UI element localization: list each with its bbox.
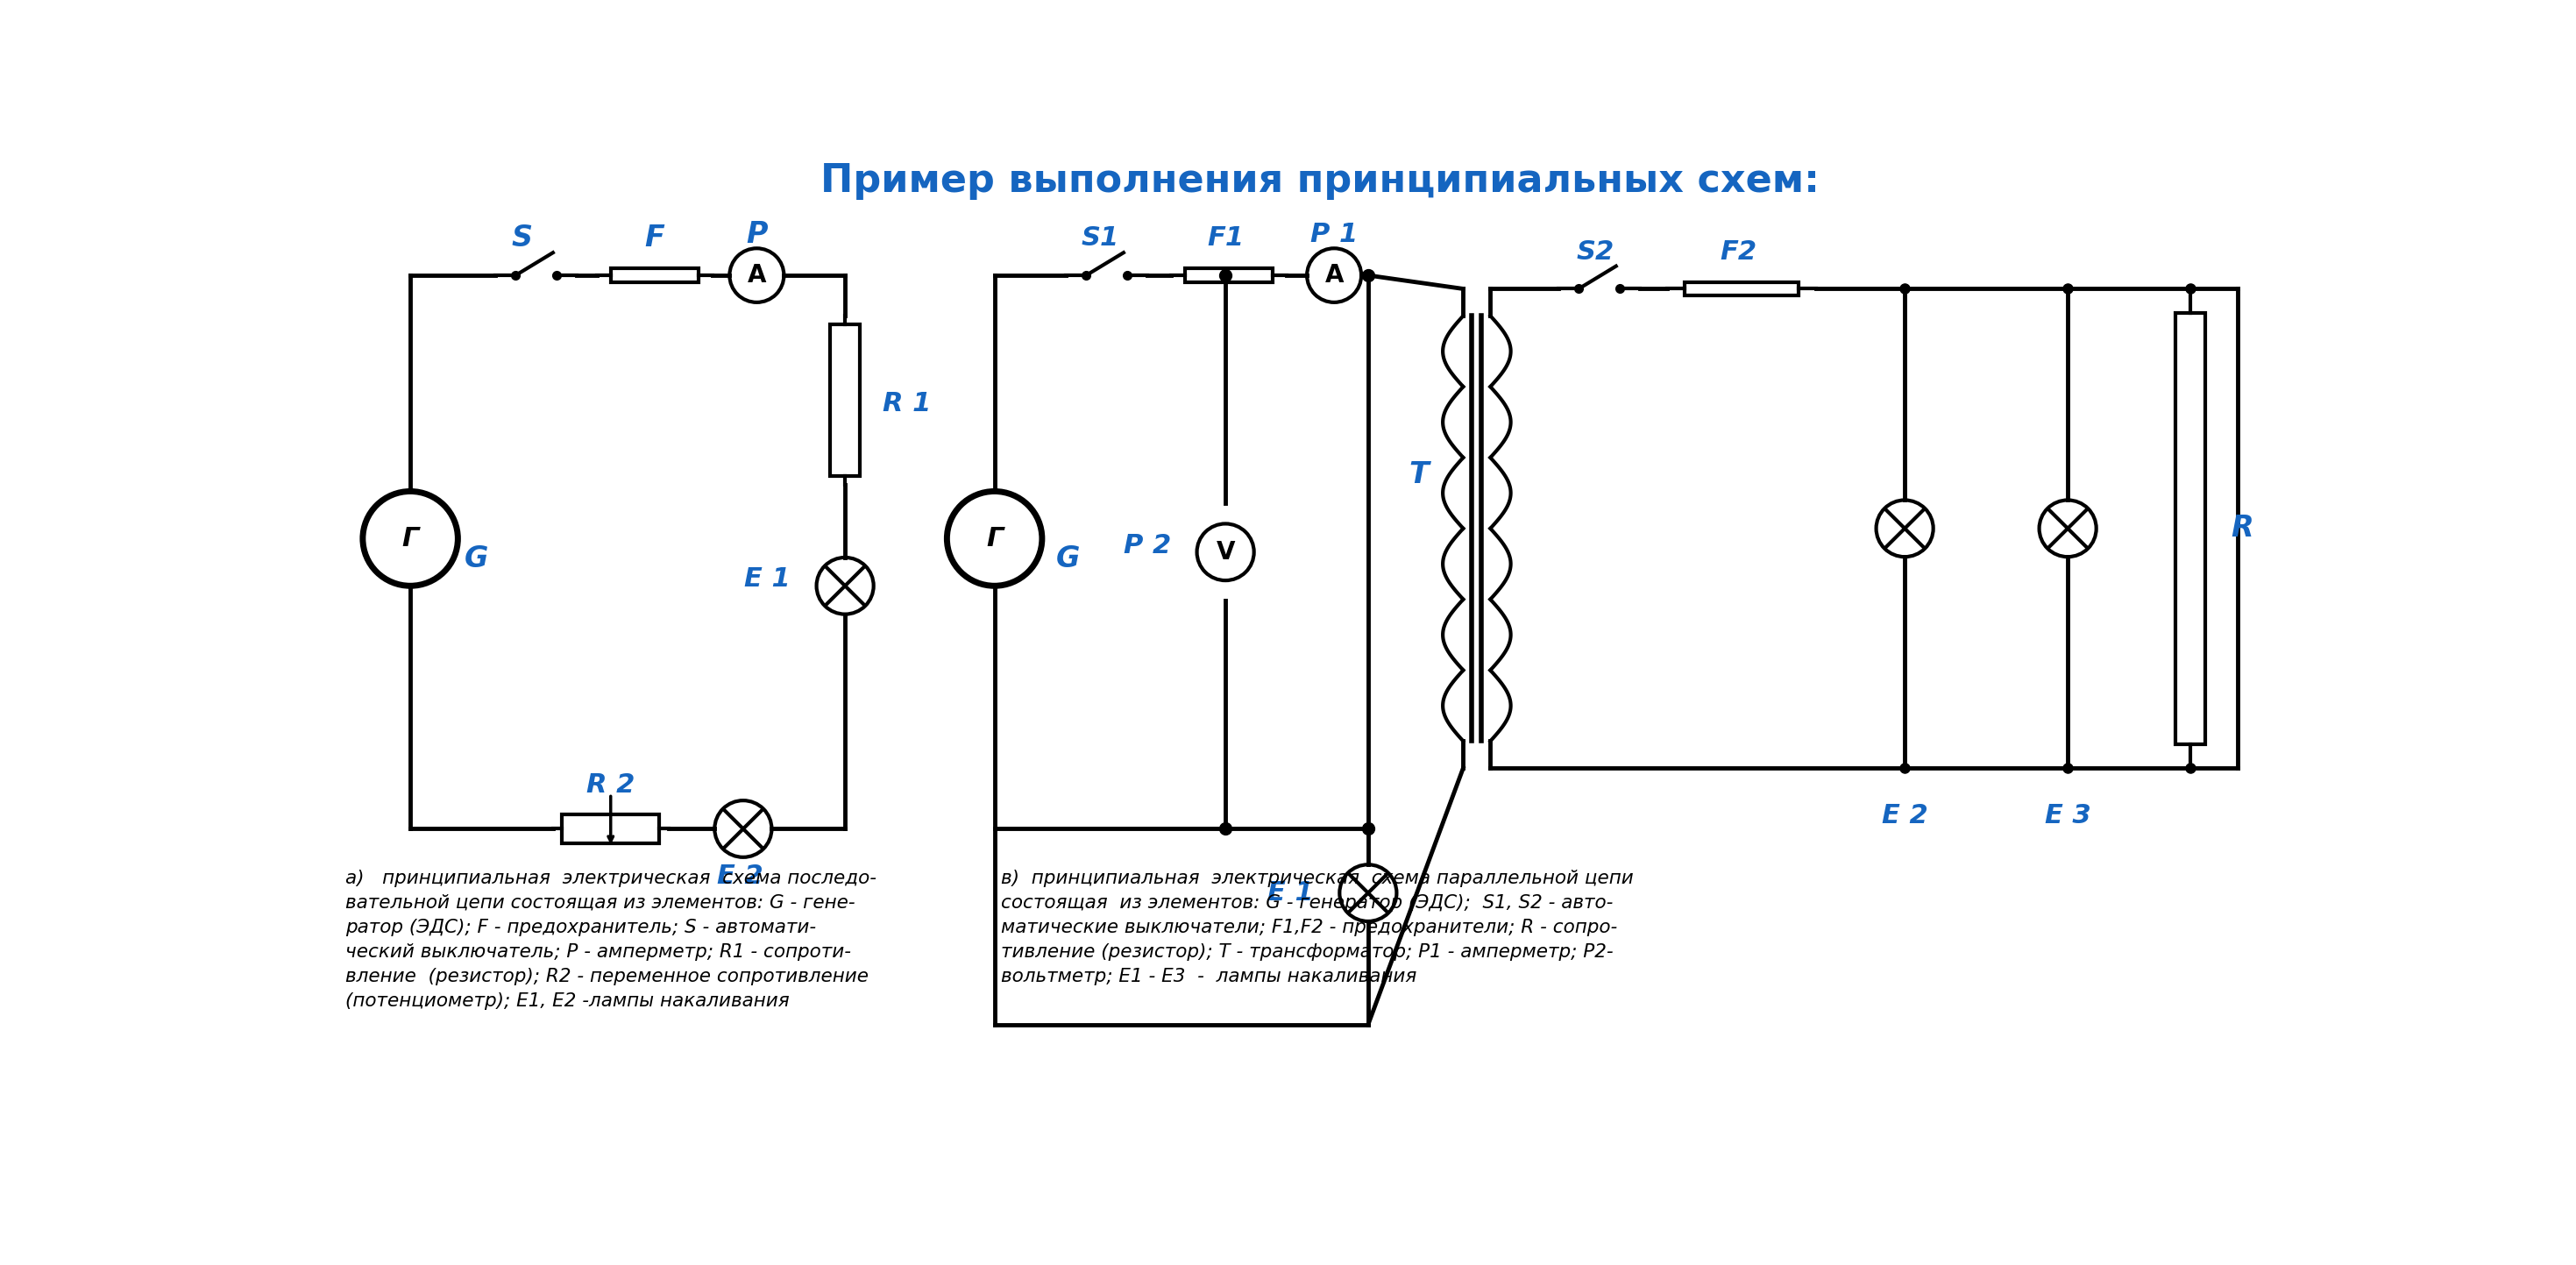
Text: а)   принципиальная  электрическая  схема последо-
вательной цепи состоящая из э: а) принципиальная электрическая схема по… bbox=[345, 869, 876, 1009]
Text: S: S bbox=[513, 224, 533, 253]
Text: G: G bbox=[464, 544, 489, 573]
Bar bbox=[562, 813, 659, 844]
Text: P: P bbox=[747, 220, 768, 249]
Text: A: A bbox=[747, 263, 765, 287]
Bar bbox=[1185, 268, 1273, 282]
Text: F1: F1 bbox=[1208, 225, 1244, 250]
Text: Г: Г bbox=[402, 526, 420, 552]
Text: E 3: E 3 bbox=[2045, 802, 2092, 829]
Bar bbox=[829, 324, 860, 476]
Text: A: A bbox=[1324, 263, 1345, 287]
Text: Пример выполнения принципиальных схем:: Пример выполнения принципиальных схем: bbox=[819, 162, 1819, 200]
Text: R: R bbox=[2231, 514, 2254, 543]
Text: P 2: P 2 bbox=[1123, 533, 1172, 558]
Bar bbox=[2174, 312, 2205, 744]
Text: S2: S2 bbox=[1577, 239, 1615, 264]
Text: S1: S1 bbox=[1082, 225, 1118, 250]
Text: в)  принципиальная  электрическая  схема параллельной цепи
состоящая  из элемент: в) принципиальная электрическая схема па… bbox=[1002, 869, 1633, 985]
Text: Г: Г bbox=[987, 526, 1002, 552]
Text: T: T bbox=[1409, 460, 1430, 490]
Text: E 2: E 2 bbox=[716, 864, 762, 889]
Text: F: F bbox=[644, 224, 665, 253]
Text: E 1: E 1 bbox=[744, 567, 791, 592]
Bar bbox=[611, 268, 698, 282]
Text: R 1: R 1 bbox=[884, 391, 930, 416]
Text: P 1: P 1 bbox=[1311, 223, 1358, 248]
Bar bbox=[1685, 282, 1798, 296]
Text: G: G bbox=[1056, 544, 1079, 573]
Text: R 2: R 2 bbox=[587, 772, 634, 798]
Text: F2: F2 bbox=[1721, 239, 1757, 264]
Text: E 1: E 1 bbox=[1267, 880, 1314, 906]
Text: E 2: E 2 bbox=[1880, 802, 1927, 829]
Text: V: V bbox=[1216, 540, 1234, 564]
